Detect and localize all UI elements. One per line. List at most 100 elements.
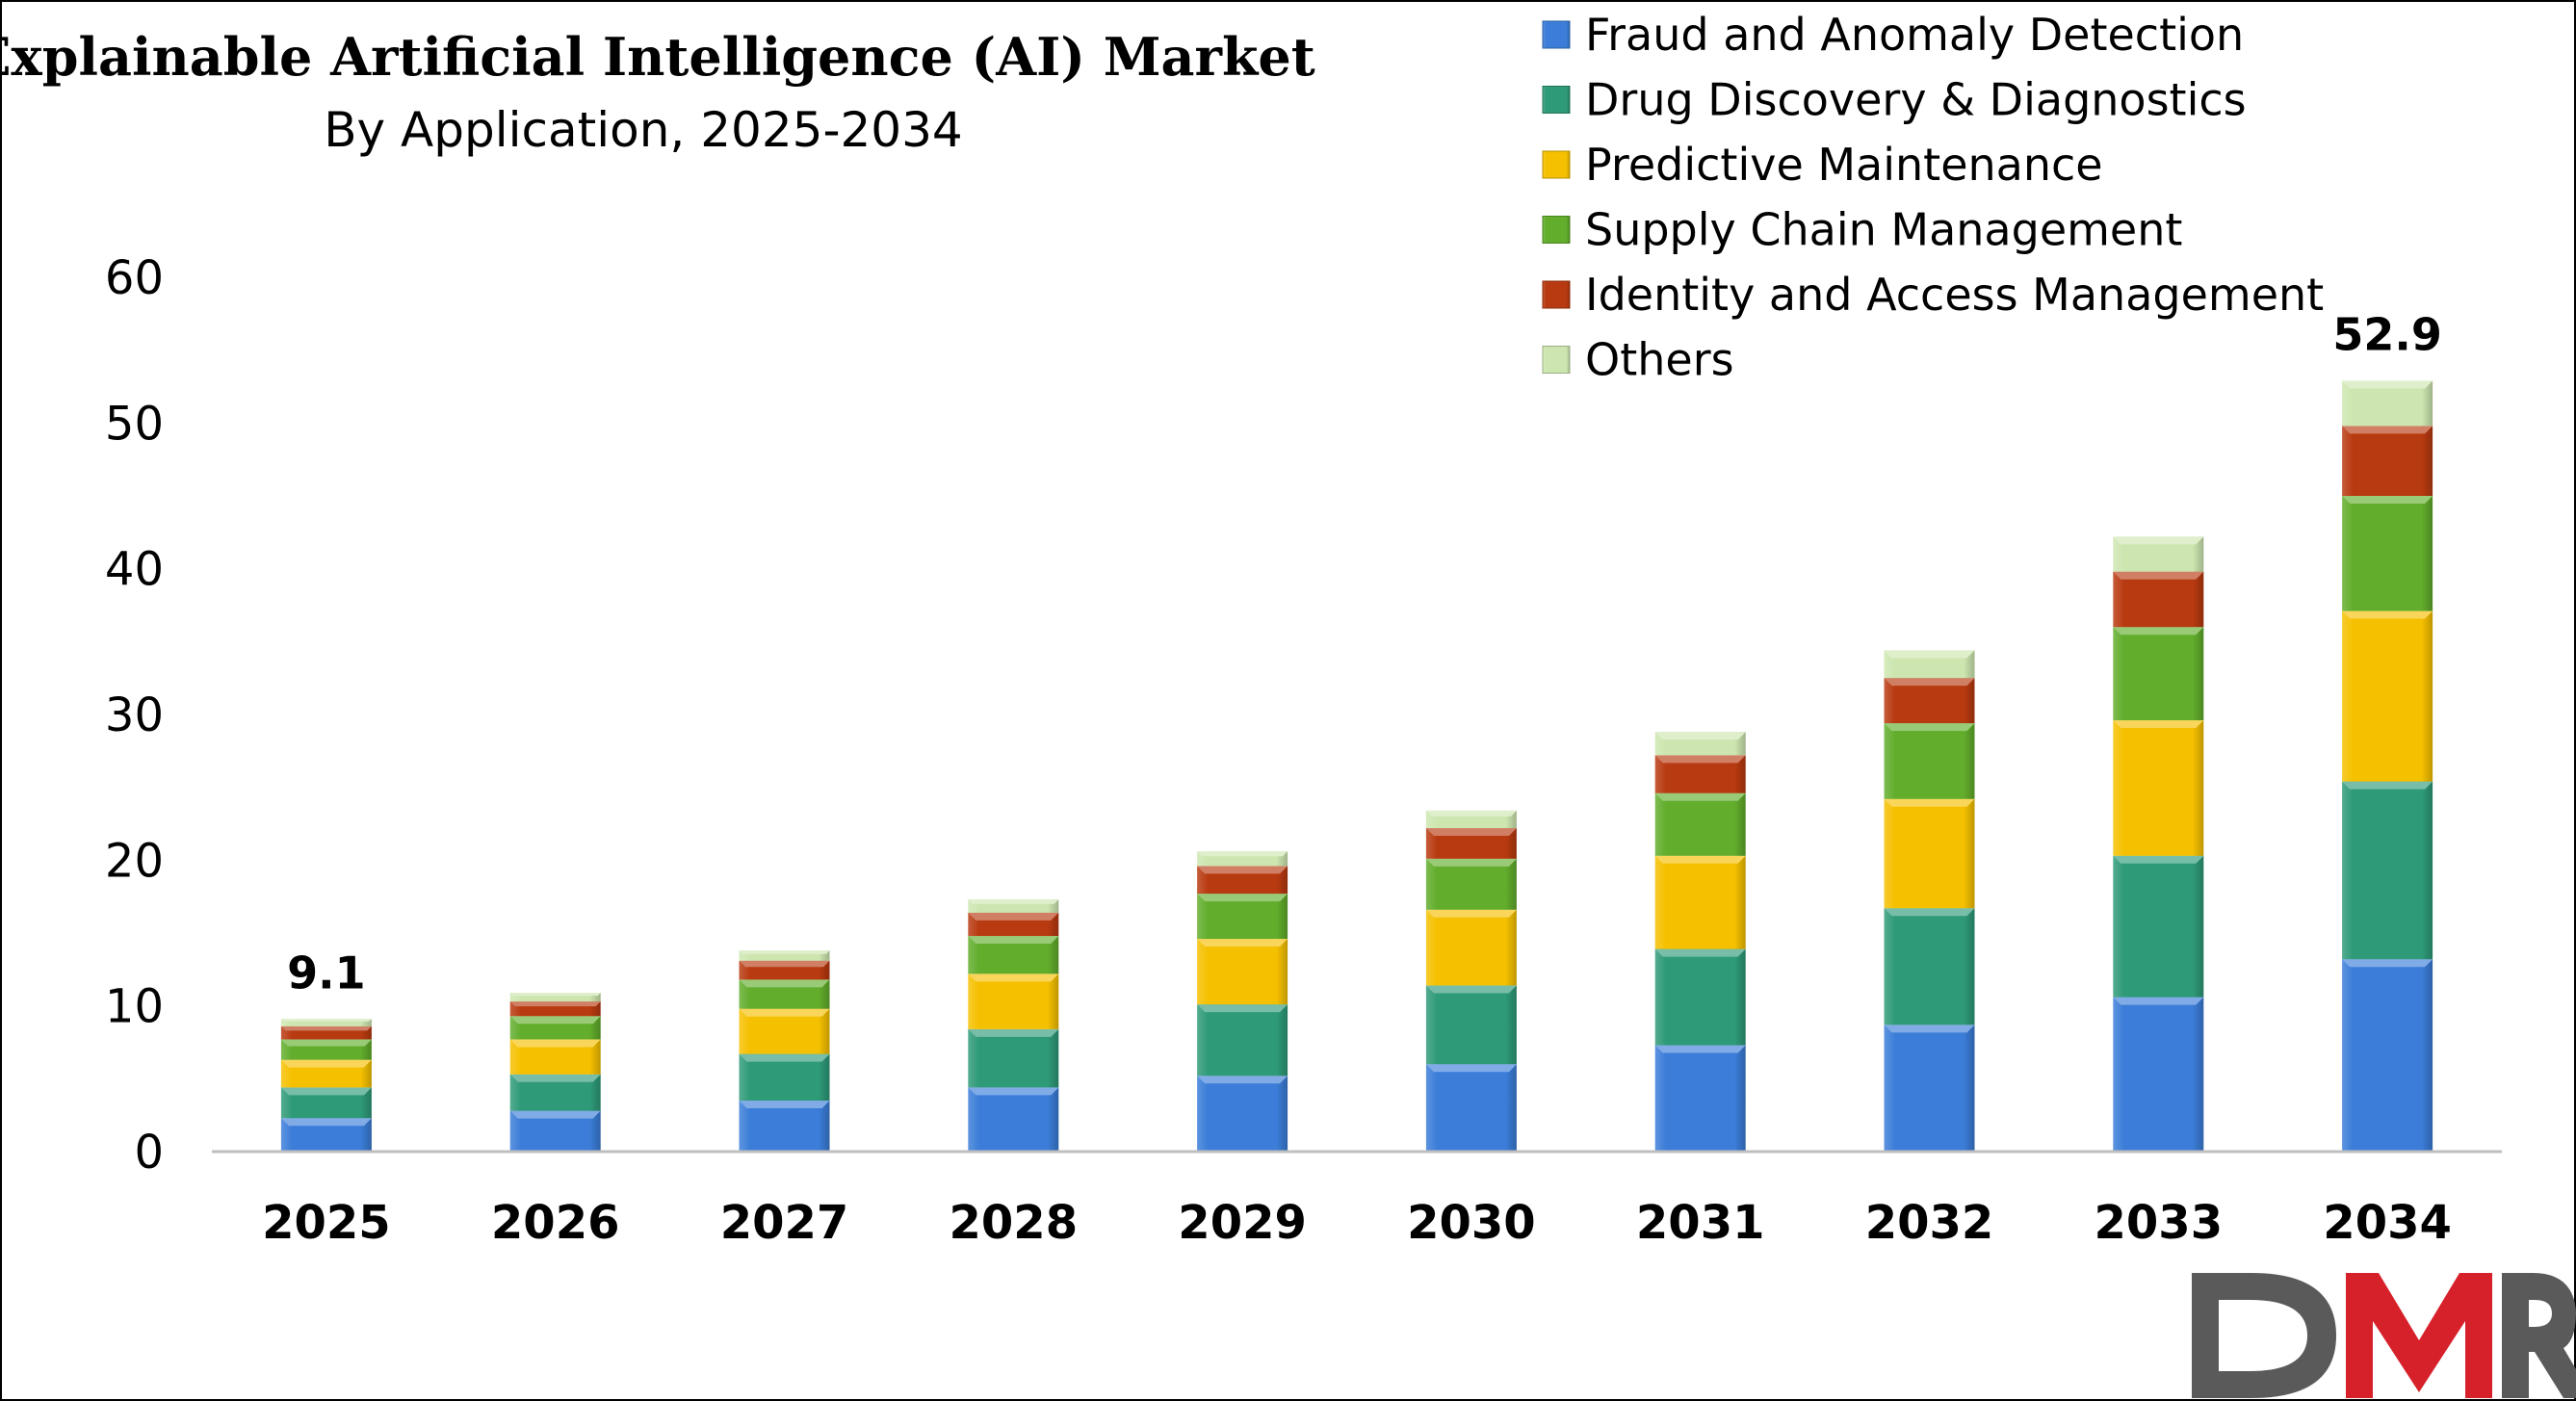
y-tick-label: 50 (105, 397, 164, 451)
bars-group (280, 380, 2433, 1152)
bar-bevel (2113, 627, 2204, 636)
chart-title: Explainable Artificial Intelligence (AI)… (0, 26, 1315, 88)
x-tick-label: 2025 (262, 1196, 391, 1250)
x-tick-label: 2032 (1865, 1196, 1994, 1250)
x-tick-label: 2027 (720, 1196, 849, 1250)
legend-swatch (1542, 20, 1571, 49)
bar-bevel (280, 1059, 372, 1068)
bar-bevel (509, 1016, 601, 1025)
data-labels: 9.1 52.9 (287, 308, 2442, 999)
bar-bevel (1425, 828, 1517, 837)
bar-bevel (1654, 755, 1746, 764)
bar-bevel (1425, 858, 1517, 867)
bar-bevel (1197, 1076, 1288, 1084)
x-tick-label: 2031 (1636, 1196, 1765, 1250)
bar-segment-2034-3 (2342, 496, 2433, 611)
bar-bevel (280, 1019, 372, 1022)
dmr-logo (2192, 1273, 2576, 1398)
bar-bevel (280, 1025, 372, 1031)
bar-bevel (1884, 723, 1975, 732)
y-tick-label: 20 (105, 834, 164, 888)
bar-bevel (1884, 908, 1975, 917)
bar-segment-2033-3 (2113, 627, 2204, 721)
bar-segment-2031-3 (1654, 792, 1746, 856)
bar-segment-2033-4 (2113, 571, 2204, 628)
y-tick-label: 10 (105, 980, 164, 1034)
legend-label: Predictive Maintenance (1585, 139, 2103, 191)
bar-bevel (1654, 732, 1746, 740)
bar-bevel (739, 960, 830, 968)
bar-segment-2030-3 (1425, 858, 1517, 910)
bar-segment-2032-3 (1884, 723, 1975, 799)
bar-segment-2031-0 (1654, 1045, 1746, 1152)
logo-letter-r (2502, 1273, 2576, 1398)
bar-segment-2031-1 (1654, 948, 1746, 1046)
data-label: 52.9 (2332, 308, 2442, 360)
bar-bevel (739, 1008, 830, 1017)
bar-segment-2034-1 (2342, 781, 2433, 960)
legend-swatch (1542, 216, 1571, 244)
bar-bevel (968, 899, 1059, 904)
y-tick-label: 0 (134, 1126, 164, 1180)
bar-bevel (509, 1110, 601, 1119)
legend: Fraud and Anomaly Detection Drug Discover… (1542, 9, 2324, 386)
legend-label: Drug Discovery & Diagnostics (1585, 74, 2247, 126)
bar-bevel (2342, 380, 2433, 389)
bar-bevel (968, 936, 1059, 945)
bar-bevel (1654, 948, 1746, 957)
bar-bevel (1197, 894, 1288, 902)
bar-bevel (1884, 678, 1975, 687)
bar-bevel (2342, 496, 2433, 504)
legend-label: Fraud and Anomaly Detection (1585, 9, 2244, 61)
bar-segment-2029-2 (1197, 939, 1288, 1005)
x-tick-label: 2026 (491, 1196, 620, 1250)
bar-segment-2033-0 (2113, 997, 2204, 1152)
x-axis: 2025 2026 2027 2028 2029 2030 2031 2032 2033 2034 (262, 1196, 2452, 1250)
bar-segment-2032-2 (1884, 798, 1975, 909)
data-label: 9.1 (287, 947, 366, 999)
bar-bevel (1654, 792, 1746, 801)
chart-subtitle: By Application, 2025-2034 (324, 102, 962, 158)
bar-bevel (739, 1101, 830, 1109)
bar-bevel (509, 1039, 601, 1048)
bar-bevel (1425, 810, 1517, 817)
y-tick-label: 30 (105, 688, 164, 742)
bar-segment-2028-2 (968, 973, 1059, 1029)
legend-label: Others (1585, 334, 1734, 386)
bar-bevel (1197, 866, 1288, 874)
legend-label: Supply Chain Management (1585, 204, 2182, 256)
bar-bevel (1197, 1004, 1288, 1013)
bar-segment-2033-2 (2113, 720, 2204, 856)
bar-bevel (1425, 909, 1517, 918)
bar-segment-2033-1 (2113, 855, 2204, 998)
bar-segment-2026-5 (509, 993, 601, 1002)
legend-swatch (1542, 86, 1571, 114)
bar-segment-2027-0 (739, 1101, 830, 1152)
bar-segment-2028-0 (968, 1087, 1059, 1152)
bar-bevel (280, 1118, 372, 1127)
bar-bevel (739, 979, 830, 988)
bar-bevel (1425, 985, 1517, 994)
bar-segment-2034-4 (2342, 426, 2433, 496)
bar-segment-2028-1 (968, 1028, 1059, 1088)
bar-bevel (2113, 571, 2204, 580)
bar-bevel (1884, 1025, 1975, 1033)
bar-segment-2030-1 (1425, 985, 1517, 1065)
bar-bevel (509, 993, 601, 997)
bar-bevel (968, 1028, 1059, 1037)
bar-segment-2025-5 (280, 1019, 372, 1026)
bar-bevel (739, 1053, 830, 1062)
bar-segment-2031-2 (1654, 855, 1746, 949)
bar-bevel (2342, 426, 2433, 434)
bar-bevel (509, 1001, 601, 1007)
bar-bevel (509, 1074, 601, 1082)
x-tick-label: 2029 (1178, 1196, 1307, 1250)
x-tick-label: 2034 (2323, 1196, 2452, 1250)
x-tick-label: 2030 (1407, 1196, 1536, 1250)
bar-segment-2032-0 (1884, 1025, 1975, 1152)
bar-bevel (1425, 1064, 1517, 1073)
bar-segment-2032-1 (1884, 908, 1975, 1025)
bar-bevel (2113, 855, 2204, 864)
x-tick-label: 2033 (2095, 1196, 2224, 1250)
